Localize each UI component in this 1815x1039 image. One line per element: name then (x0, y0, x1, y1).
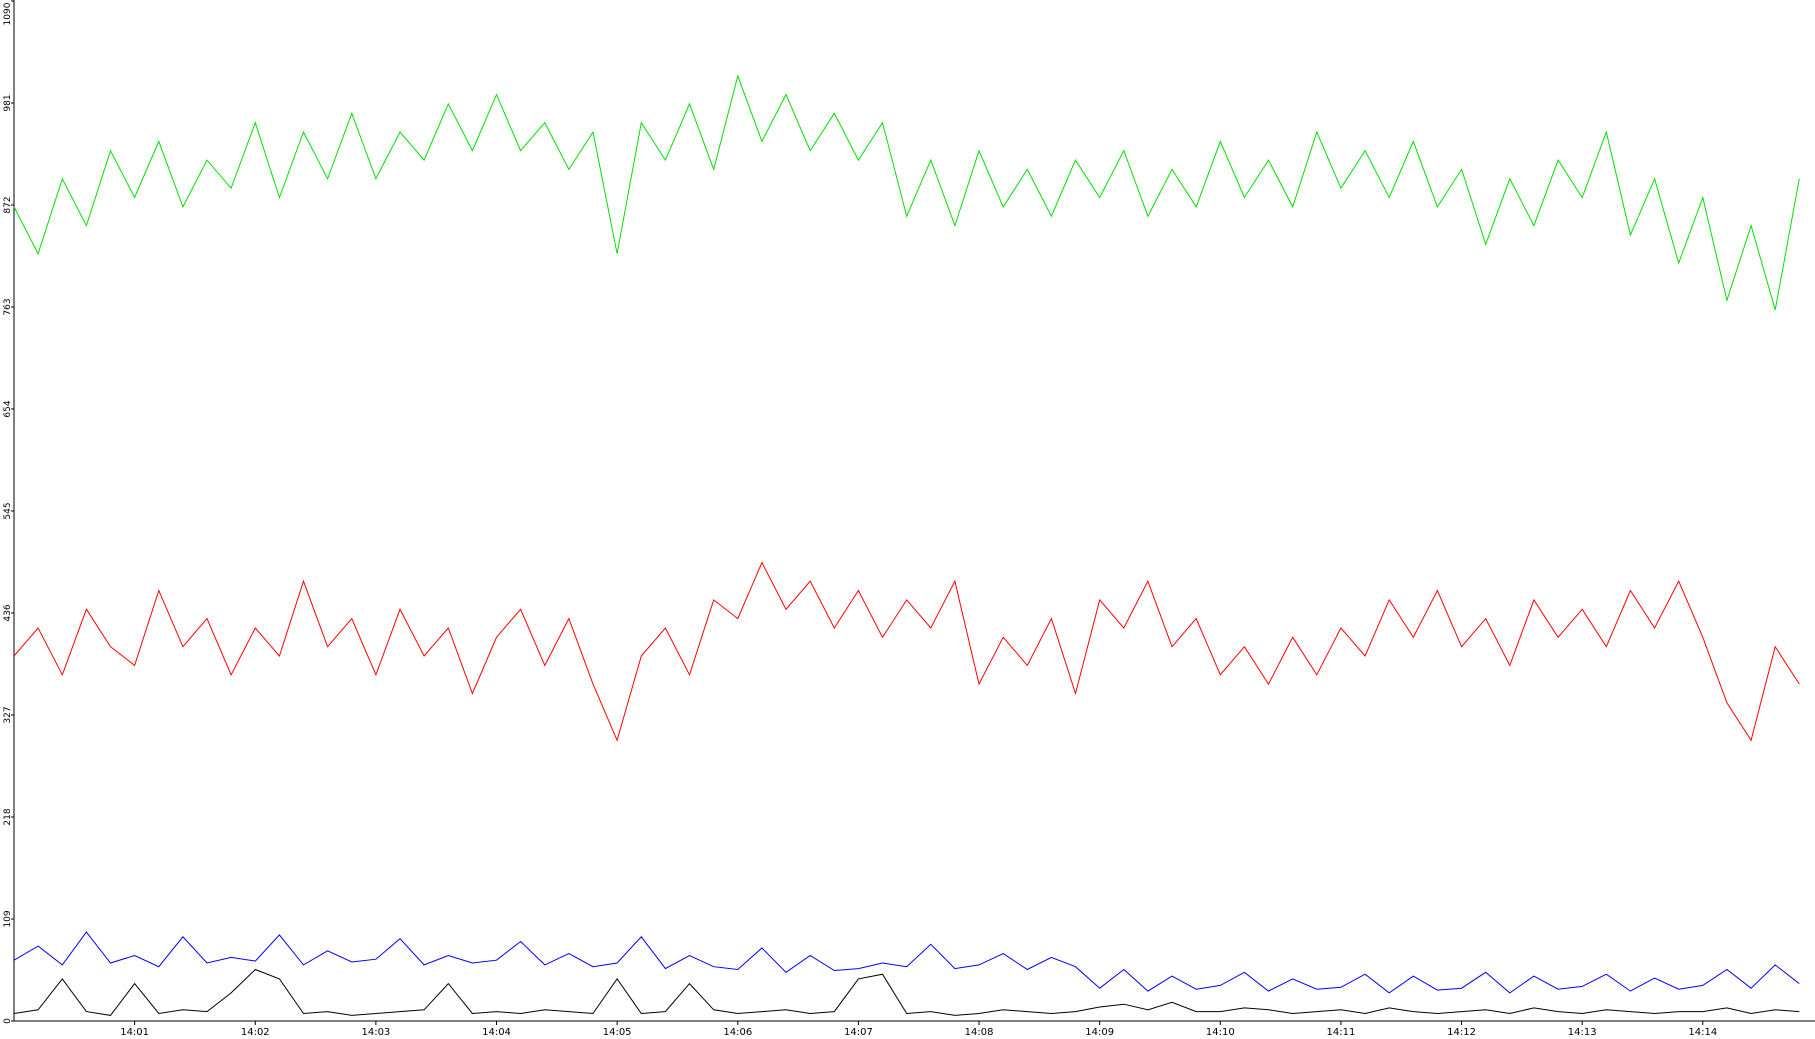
series-line (13, 561, 1800, 742)
series-line (13, 931, 1800, 994)
x-tick-label: 14:07 (844, 1027, 873, 1038)
x-tick-label: 14:14 (1688, 1027, 1717, 1038)
x-tick-label: 14:05 (603, 1027, 632, 1038)
y-tick-label: 327 (3, 706, 13, 723)
x-tick-label: 14:04 (482, 1027, 511, 1038)
x-tick-label: 14:11 (1327, 1027, 1356, 1038)
y-tick-label: 763 (3, 298, 13, 315)
x-tick-label: 14:06 (723, 1027, 752, 1038)
x-tick-label: 14:02 (241, 1027, 270, 1038)
x-tick-label: 14:13 (1568, 1027, 1597, 1038)
series-line (13, 968, 1800, 1016)
y-tick-label: 0 (3, 1018, 13, 1024)
y-tick-label: 436 (3, 604, 13, 621)
x-tick-label: 14:10 (1206, 1027, 1235, 1038)
x-tick-label: 14:03 (361, 1027, 390, 1038)
y-tick-label: 981 (3, 94, 13, 111)
x-tick-label: 14:09 (1085, 1027, 1114, 1038)
x-tick-label: 14:08 (965, 1027, 994, 1038)
x-tick-label: 14:12 (1447, 1027, 1476, 1038)
series-line (13, 74, 1800, 310)
y-tick-label: 109 (3, 910, 13, 927)
y-tick-label: 654 (3, 400, 13, 417)
y-tick-label: 545 (3, 502, 13, 519)
x-tick-label: 14:01 (120, 1027, 149, 1038)
y-tick-label: 218 (3, 808, 13, 825)
y-tick-label: 872 (3, 196, 13, 213)
y-tick-label: 1090 (3, 2, 13, 25)
